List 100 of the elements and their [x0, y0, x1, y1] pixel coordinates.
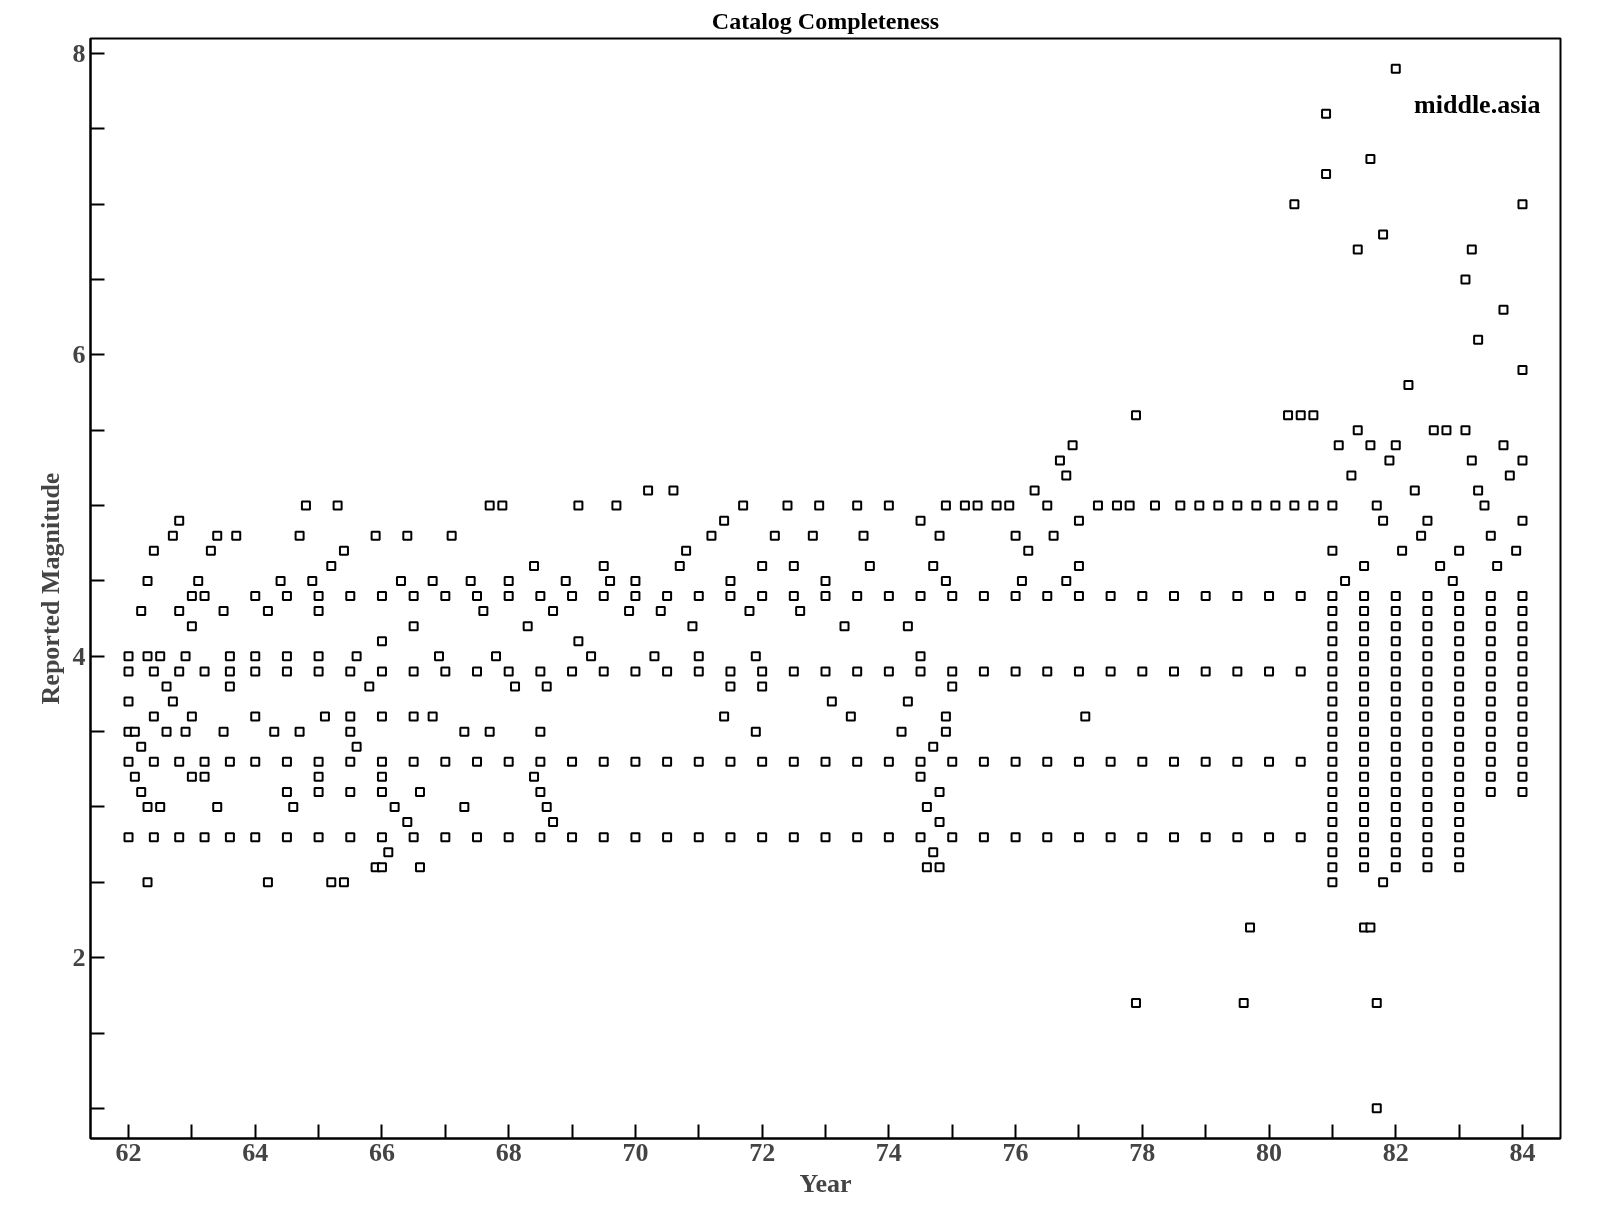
y-tick-label: 6 — [72, 340, 86, 370]
point — [136, 606, 147, 617]
point — [529, 771, 540, 782]
point — [345, 756, 356, 767]
point — [1390, 606, 1401, 617]
annotation: middle.asia — [1414, 89, 1541, 119]
point — [1454, 636, 1465, 647]
point — [497, 500, 508, 511]
point — [440, 832, 451, 843]
point — [1327, 832, 1338, 843]
point — [402, 530, 413, 541]
point — [820, 575, 831, 586]
point — [1485, 530, 1496, 541]
point — [465, 575, 476, 586]
point — [205, 545, 216, 556]
point — [1454, 726, 1465, 737]
point — [231, 530, 242, 541]
point — [1378, 229, 1389, 240]
point — [1327, 681, 1338, 692]
point — [446, 530, 457, 541]
point — [947, 832, 958, 843]
point — [1067, 440, 1078, 451]
point — [598, 666, 609, 677]
point — [472, 756, 483, 767]
point — [1485, 636, 1496, 647]
point — [535, 832, 546, 843]
point — [725, 756, 736, 767]
point — [503, 832, 514, 843]
point — [389, 801, 400, 812]
point — [1422, 862, 1433, 873]
point — [1232, 591, 1243, 602]
point — [427, 575, 438, 586]
point — [1390, 801, 1401, 812]
point — [1359, 862, 1370, 873]
point — [186, 621, 197, 632]
point — [1390, 621, 1401, 632]
point — [1359, 651, 1370, 662]
point — [934, 817, 945, 828]
point — [1029, 485, 1040, 496]
x-tick-label: 78 — [1129, 1137, 1156, 1167]
point — [560, 575, 571, 586]
point — [1454, 651, 1465, 662]
point — [1492, 560, 1503, 571]
point — [1327, 621, 1338, 632]
point — [1042, 500, 1053, 511]
point — [281, 832, 292, 843]
point — [484, 500, 495, 511]
point — [1517, 786, 1528, 797]
point — [1200, 591, 1211, 602]
point — [1517, 651, 1528, 662]
point — [1327, 545, 1338, 556]
point — [155, 651, 166, 662]
point — [687, 621, 698, 632]
point — [345, 832, 356, 843]
point — [1023, 545, 1034, 556]
point — [1080, 711, 1091, 722]
point — [174, 756, 185, 767]
point — [376, 786, 387, 797]
point — [921, 862, 932, 873]
point — [1517, 741, 1528, 752]
point — [725, 666, 736, 677]
point — [1365, 154, 1376, 165]
point — [161, 681, 172, 692]
point — [915, 771, 926, 782]
x-tick-label: 66 — [368, 1137, 395, 1167]
point — [852, 500, 863, 511]
point — [212, 801, 223, 812]
point — [1346, 470, 1357, 481]
point — [573, 500, 584, 511]
point — [224, 666, 235, 677]
point — [250, 591, 261, 602]
point — [1137, 756, 1148, 767]
point — [1454, 545, 1465, 556]
point — [883, 756, 894, 767]
point — [915, 515, 926, 526]
point — [155, 801, 166, 812]
point — [1327, 862, 1338, 873]
point — [376, 862, 387, 873]
point — [262, 877, 273, 888]
point — [1073, 666, 1084, 677]
point — [529, 560, 540, 571]
point — [313, 786, 324, 797]
point — [1511, 545, 1522, 556]
point — [313, 591, 324, 602]
point — [1061, 470, 1072, 481]
point — [1397, 545, 1408, 556]
point — [681, 545, 692, 556]
point — [199, 591, 210, 602]
y-tick-label: 4 — [72, 641, 86, 671]
point — [725, 832, 736, 843]
point — [1403, 380, 1414, 391]
point — [224, 832, 235, 843]
point — [845, 711, 856, 722]
point — [491, 651, 502, 662]
point — [1390, 726, 1401, 737]
point — [123, 696, 134, 707]
point — [1175, 500, 1186, 511]
point — [1327, 696, 1338, 707]
point — [1124, 500, 1135, 511]
point — [972, 500, 983, 511]
